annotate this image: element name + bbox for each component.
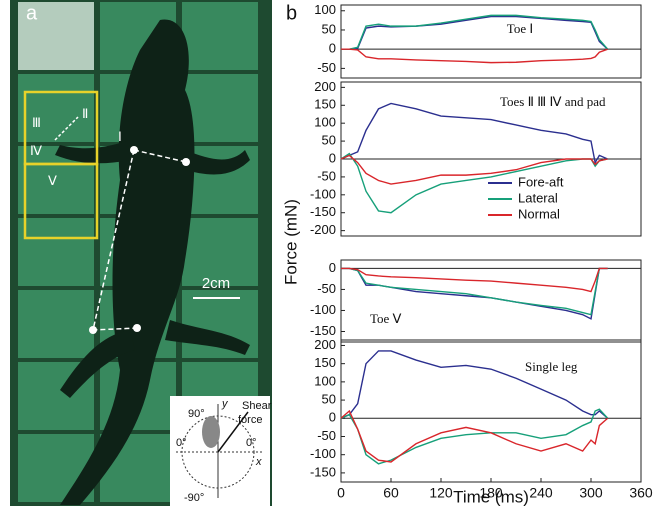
y-tick-label: -150: [310, 323, 336, 338]
y-tick-label: 100: [314, 2, 336, 17]
toe-box: [23, 162, 99, 240]
inset-label: y: [221, 398, 229, 410]
legend-label: Normal: [518, 206, 560, 221]
tile: [18, 2, 94, 70]
y-tick-label: -200: [310, 222, 336, 237]
tile: [182, 2, 258, 70]
annotation: Toes Ⅱ Ⅲ Ⅳ and pad: [500, 94, 606, 109]
y-tick-label: -150: [310, 464, 336, 479]
y-tick-label: 0: [329, 260, 336, 275]
marker: [89, 326, 97, 334]
tile: [18, 218, 94, 286]
shear-arrow: [217, 411, 249, 453]
annotation: Single leg: [525, 359, 578, 374]
toe-arrow: [54, 116, 79, 141]
inset-label: 0°: [176, 437, 187, 449]
x-tick-label: 0: [337, 485, 345, 501]
series-line: [340, 102, 608, 165]
panel-a-photo: a Ⅰ Ⅱ Ⅲ Ⅳ Ⅴ 2cm 90° -90° 0° 0° y x Shear…: [10, 0, 272, 506]
inset-label: 90°: [188, 408, 205, 420]
toe-label: Ⅱ: [82, 106, 88, 121]
x-tick-label: 240: [529, 485, 553, 501]
legend-label: Fore-aft: [518, 174, 564, 189]
y-tick-label: 100: [314, 373, 336, 388]
inset-label: 0°: [246, 437, 257, 449]
annotation: Toe Ⅴ: [370, 311, 402, 326]
y-tick-label: 200: [314, 337, 336, 352]
series-line: [340, 154, 608, 185]
marker: [182, 158, 190, 166]
tile: [18, 290, 94, 358]
panel-label: a: [26, 2, 38, 24]
gecko-body: [60, 19, 195, 505]
y-tick-label: -100: [310, 446, 336, 461]
series-line: [341, 267, 608, 316]
inset-label: -90°: [184, 492, 204, 504]
plot-frame: [340, 259, 642, 343]
y-tick-label: -50: [317, 168, 336, 183]
series-line: [340, 152, 608, 214]
series-line: [341, 14, 609, 50]
y-tick-label: 150: [314, 355, 336, 370]
gecko-front-leg: [55, 140, 130, 164]
plot-frame: [340, 4, 642, 79]
toe-label: Ⅰ: [118, 129, 122, 144]
y-tick-label: -100: [310, 302, 336, 317]
y-tick-label: -50: [317, 428, 336, 443]
legend-label: Lateral: [518, 190, 558, 205]
y-tick-label: 50: [322, 21, 336, 36]
y-tick-label: -50: [317, 281, 336, 296]
y-tick-label: -50: [317, 60, 336, 75]
y-axis-label: Force (mN): [281, 199, 300, 285]
series-line: [340, 409, 609, 463]
inset-label: force: [238, 414, 262, 426]
y-tick-label: 150: [314, 97, 336, 112]
tile: [18, 74, 94, 142]
annotation: Toe Ⅰ: [507, 21, 533, 36]
x-tick-label: 360: [629, 485, 653, 501]
series-line: [341, 267, 608, 293]
toe-label: Ⅴ: [48, 173, 57, 188]
inset-box: [170, 396, 270, 506]
x-axis-label: Time (ms): [453, 487, 529, 506]
x-tick-label: 180: [479, 485, 503, 501]
toe-label: Ⅲ: [32, 115, 41, 130]
x-tick-label: 120: [429, 485, 453, 501]
y-tick-label: 50: [322, 133, 336, 148]
series-line: [341, 48, 608, 64]
x-tick-label: 60: [383, 485, 399, 501]
y-tick-label: -100: [310, 186, 336, 201]
gecko-hind-leg: [60, 330, 135, 398]
series-line: [341, 15, 609, 50]
y-tick-label: 0: [329, 410, 336, 425]
y-tick-label: 0: [329, 41, 336, 56]
marker: [133, 324, 141, 332]
scale-label: 2cm: [202, 275, 230, 292]
y-tick-label: 100: [314, 115, 336, 130]
inset: 90° -90° 0° 0° y x Shear force: [170, 396, 272, 506]
tile: [182, 74, 258, 142]
y-tick-label: 50: [322, 392, 336, 407]
marker: [130, 146, 138, 154]
gecko-hind-leg-right: [165, 320, 250, 355]
tile: [182, 218, 258, 286]
x-tick-label: 300: [579, 485, 603, 501]
y-tick-label: 0: [329, 150, 336, 165]
gecko-front-leg-right: [185, 150, 250, 175]
toe-label: Ⅳ: [30, 143, 42, 158]
series-line: [340, 408, 609, 465]
inset-toe: [202, 416, 220, 448]
y-tick-label: 200: [314, 79, 336, 94]
series-line: [340, 350, 609, 419]
inset-label: x: [255, 456, 262, 468]
panel-label: b: [286, 2, 297, 24]
inset-label: Shear: [242, 400, 272, 412]
y-tick-label: -150: [310, 204, 336, 219]
